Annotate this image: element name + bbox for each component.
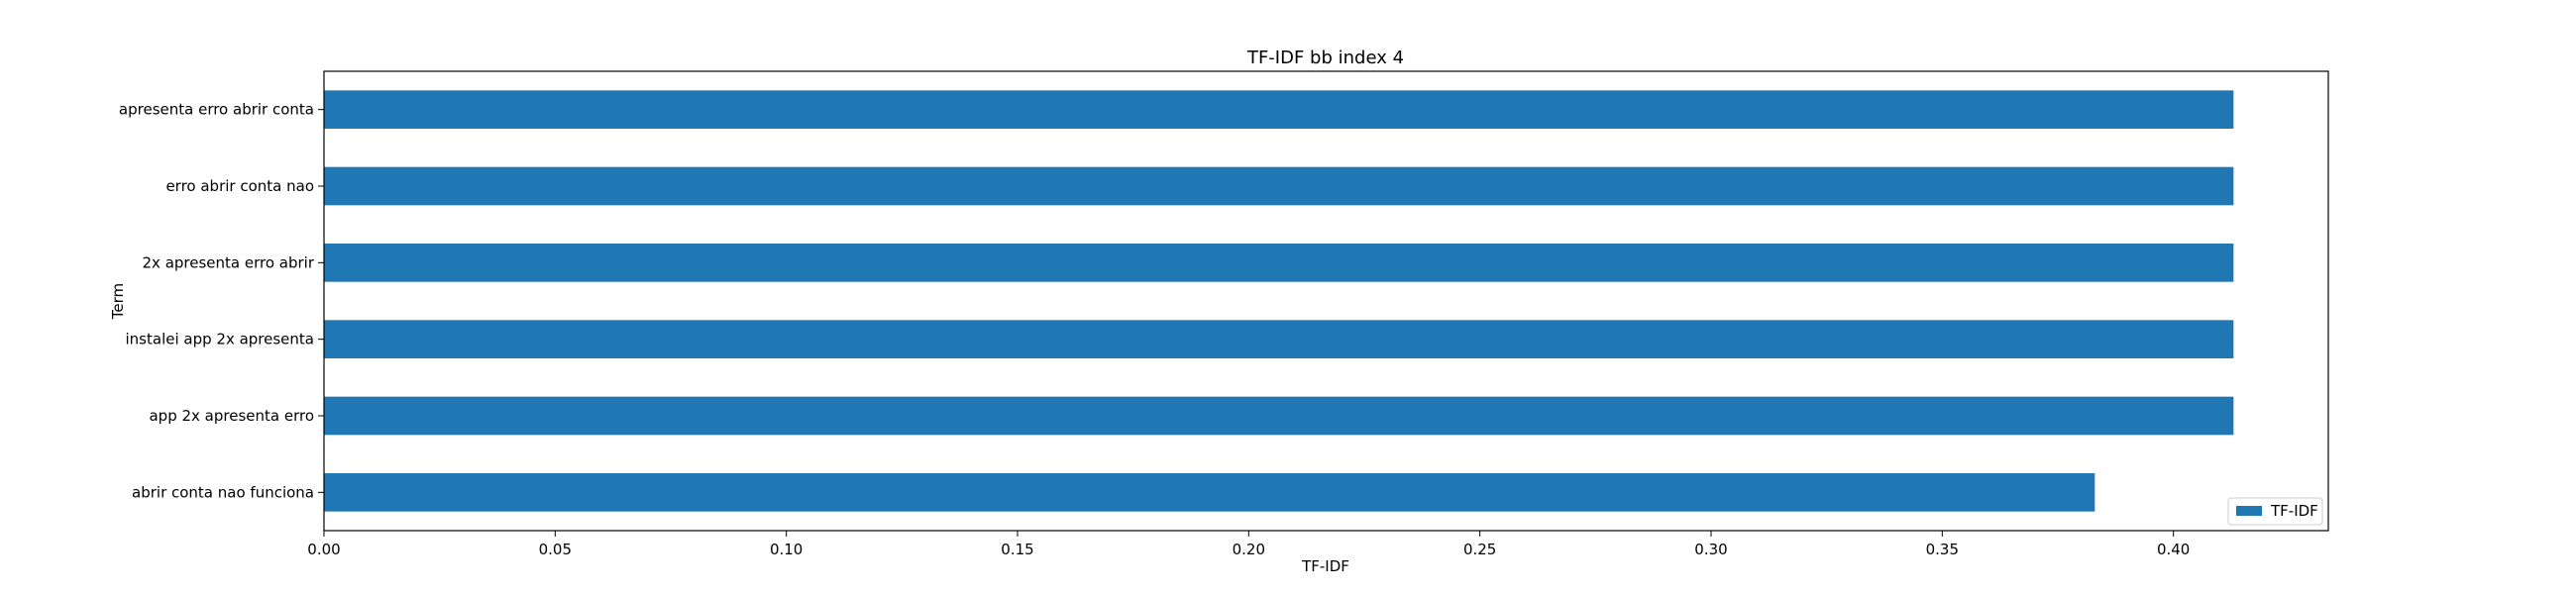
- y-axis-label: Term: [109, 283, 127, 320]
- y-tick-label-1: erro abrir conta nao: [165, 177, 314, 195]
- x-tick-label-4: 0.20: [1233, 541, 1265, 558]
- bar-1: [324, 166, 2234, 206]
- y-tick-label-3: instalei app 2x apresenta: [126, 331, 315, 348]
- bars-group: [324, 90, 2234, 512]
- bar-3: [324, 320, 2234, 358]
- y-ticks-group: apresenta erro abrir conta erro abrir con…: [119, 101, 324, 501]
- x-tick-label-8: 0.40: [2157, 541, 2190, 558]
- legend-frame: [2227, 497, 2323, 526]
- plot-frame: [323, 70, 2329, 532]
- legend-entry-tfidf: TF-IDF: [2270, 502, 2318, 520]
- bar-2: [324, 244, 2234, 282]
- chart-title: TF-IDF bb index 4: [1246, 48, 1404, 68]
- y-tick-label-0: apresenta erro abrir conta: [119, 101, 314, 119]
- x-tick-label-5: 0.25: [1463, 541, 1496, 558]
- x-tick-label-1: 0.05: [539, 541, 572, 558]
- y-tick-label-5: abrir conta nao funciona: [132, 483, 314, 501]
- x-ticks-group: 0.00 0.05 0.10 0.15 0.20 0.25 0.30 0.35 0.40: [307, 531, 2190, 558]
- bar-4: [324, 396, 2234, 436]
- x-tick-label-2: 0.10: [770, 541, 803, 558]
- x-tick-label-6: 0.30: [1694, 541, 1727, 558]
- y-tick-label-4: app 2x apresenta erro: [149, 407, 314, 425]
- bar-0: [324, 90, 2234, 129]
- legend-swatch: [2236, 506, 2262, 516]
- x-axis-label: TF-IDF: [1301, 557, 1349, 575]
- legend: TF-IDF: [2227, 497, 2323, 526]
- x-tick-label-7: 0.35: [1926, 541, 1959, 558]
- x-tick-label-0: 0.00: [307, 541, 340, 558]
- y-tick-label-2: 2x apresenta erro abrir: [143, 253, 315, 271]
- bar-5: [324, 473, 2095, 512]
- x-tick-label-3: 0.15: [1001, 541, 1033, 558]
